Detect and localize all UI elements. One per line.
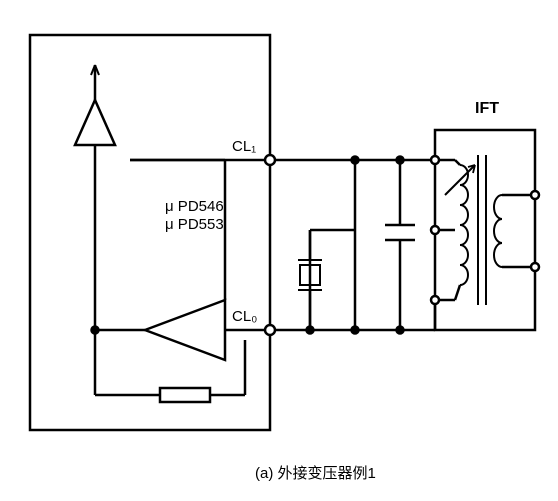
ic-outline	[30, 35, 270, 430]
cl0-pin	[265, 325, 275, 335]
ift-label: IFT	[475, 100, 499, 118]
cl0-label: CL₀	[232, 308, 257, 325]
cl1-label: CL₁	[232, 138, 256, 155]
capacitor-parallel	[385, 157, 415, 334]
circuit-diagram	[0, 0, 558, 501]
crystal	[298, 230, 322, 334]
chip-label-1: μ PD546	[165, 198, 224, 215]
upper-amplifier	[75, 65, 115, 330]
caption: (a) 外接变压器例1	[255, 462, 376, 483]
chip-label-2: μ PD553	[165, 216, 224, 233]
cl1-pin	[265, 155, 275, 165]
